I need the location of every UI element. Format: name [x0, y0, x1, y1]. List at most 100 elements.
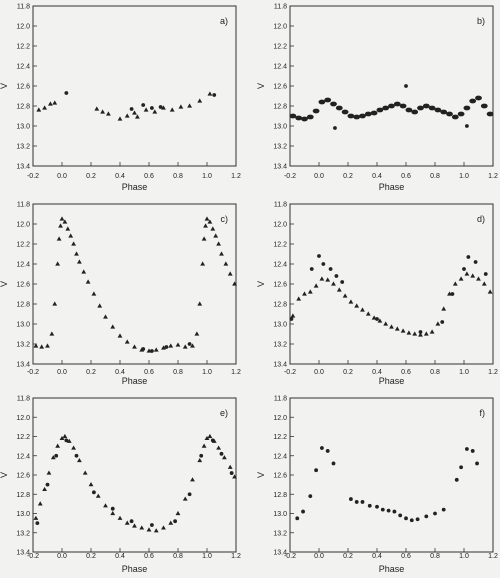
y-axis-label: V [256, 83, 266, 89]
data-point-dot [309, 267, 314, 271]
x-tick-label: 1.2 [488, 553, 498, 560]
data-point-triangle [307, 289, 313, 294]
data-point-triangle [418, 332, 423, 337]
y-tick-label: 13.4 [273, 362, 287, 369]
y-tick-label: 12.2 [273, 434, 287, 441]
y-tick-label: 12.4 [16, 262, 30, 269]
y-tick-label: 12.2 [273, 44, 287, 51]
data-point-cluster [301, 116, 308, 122]
data-point-dot [334, 274, 339, 278]
data-point-triangle [55, 443, 61, 448]
data-point-triangle [117, 515, 123, 520]
data-point-triangle [342, 293, 348, 298]
data-point-dot [187, 342, 192, 346]
y-tick-label: 11.8 [17, 202, 30, 209]
data-point-triangle [207, 91, 213, 96]
x-tick-label: 0.4 [115, 173, 125, 180]
data-point-cluster [428, 105, 436, 111]
data-point-triangle [389, 324, 394, 329]
panel-label: c) [221, 214, 229, 224]
data-point-triangle [175, 510, 181, 516]
data-point-triangle [197, 98, 203, 103]
data-point-dot [333, 126, 337, 130]
data-point-triangle [74, 251, 79, 256]
data-point-triangle [190, 477, 195, 482]
data-point-cluster [446, 111, 453, 117]
data-point-triangle [400, 328, 406, 333]
y-axis-label: V [0, 472, 9, 478]
data-point-triangle [319, 276, 325, 281]
data-point-triangle [110, 510, 116, 516]
data-point-dot [340, 280, 345, 284]
data-point-triangle [210, 226, 216, 231]
data-point-cluster [341, 109, 349, 115]
data-point-triangle [65, 226, 71, 231]
data-point-dot [375, 317, 379, 321]
data-point-triangle [423, 331, 429, 336]
x-tick-label: 1.2 [488, 369, 498, 376]
data-point-triangle [313, 283, 319, 288]
data-point-cluster [324, 97, 332, 103]
data-point-triangle [481, 281, 487, 286]
panel-label: e) [220, 408, 228, 418]
data-point-dot [199, 453, 204, 458]
data-point-cluster [451, 114, 459, 120]
data-point-dot [150, 523, 154, 527]
y-tick-label: 13.0 [16, 511, 30, 518]
data-point-cluster [486, 111, 494, 117]
data-point-dot [210, 438, 215, 443]
x-tick-label: 1.2 [231, 173, 241, 180]
data-point-cluster [422, 103, 430, 109]
y-tick-label: 13.2 [273, 530, 287, 537]
data-point-triangle [135, 114, 140, 119]
y-tick-label: 13.0 [273, 322, 287, 329]
data-point-triangle [48, 101, 53, 106]
y-tick-label: 13.0 [16, 322, 30, 329]
data-point-dot [398, 513, 403, 518]
data-point-triangle [207, 219, 213, 224]
data-point-triangle [216, 445, 221, 450]
data-point-triangle [117, 116, 123, 121]
data-point-triangle [46, 470, 52, 475]
x-tick-label: 0.6 [401, 173, 411, 180]
data-point-triangle [110, 324, 116, 329]
data-point-dot [349, 497, 353, 501]
y-tick-label: 12.6 [16, 282, 30, 289]
data-point-dot [141, 103, 146, 107]
y-tick-label: 13.4 [273, 164, 287, 171]
x-axis-label: Phase [379, 376, 405, 386]
data-point-cluster [382, 105, 390, 111]
y-tick-label: 12.2 [16, 242, 30, 249]
data-point-dot [328, 267, 333, 271]
data-point-cluster [376, 107, 384, 113]
y-tick-label: 13.0 [273, 511, 287, 518]
x-tick-label: 1.0 [202, 369, 212, 376]
panel-label: f) [480, 408, 486, 418]
data-point-cluster [347, 113, 355, 119]
x-tick-label: 0.0 [314, 553, 324, 560]
x-tick-label: 0.8 [430, 553, 440, 560]
data-point-triangle [58, 223, 63, 228]
y-tick-label: 12.0 [16, 222, 30, 229]
x-tick-label: 0.0 [314, 369, 324, 376]
y-tick-label: 13.2 [16, 144, 30, 151]
plot-frame [289, 5, 494, 167]
data-point-triangle [94, 106, 100, 111]
data-point-dot [141, 347, 146, 351]
data-point-dot [320, 446, 324, 450]
y-tick-label: 12.0 [273, 222, 287, 229]
data-point-triangle [71, 241, 76, 246]
data-point-dot [229, 471, 234, 475]
panel-label: b) [477, 16, 485, 26]
data-point-dot [74, 453, 79, 458]
x-tick-label: 0.8 [430, 173, 440, 180]
data-point-cluster [388, 103, 395, 109]
data-point-triangle [464, 271, 470, 276]
data-point-dot [473, 260, 478, 264]
x-tick-label: 1.0 [202, 553, 212, 560]
y-tick-label: 12.4 [16, 64, 30, 71]
data-point-dot [470, 449, 475, 453]
x-tick-label: -0.2 [27, 369, 39, 376]
data-point-triangle [106, 111, 111, 116]
data-point-dot [415, 517, 420, 522]
